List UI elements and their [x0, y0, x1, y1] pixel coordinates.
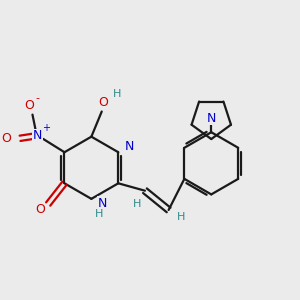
- Text: -: -: [36, 93, 40, 103]
- Text: H: H: [177, 212, 185, 222]
- Text: N: N: [33, 129, 43, 142]
- Text: H: H: [133, 199, 141, 209]
- Text: +: +: [42, 123, 50, 133]
- Text: N: N: [207, 112, 216, 125]
- Text: N: N: [125, 140, 134, 153]
- Text: H: H: [113, 89, 121, 99]
- Text: N: N: [98, 197, 107, 210]
- Text: H: H: [94, 209, 103, 219]
- Text: O: O: [98, 95, 108, 109]
- Text: O: O: [35, 203, 45, 216]
- Text: O: O: [2, 132, 11, 145]
- Text: O: O: [25, 99, 34, 112]
